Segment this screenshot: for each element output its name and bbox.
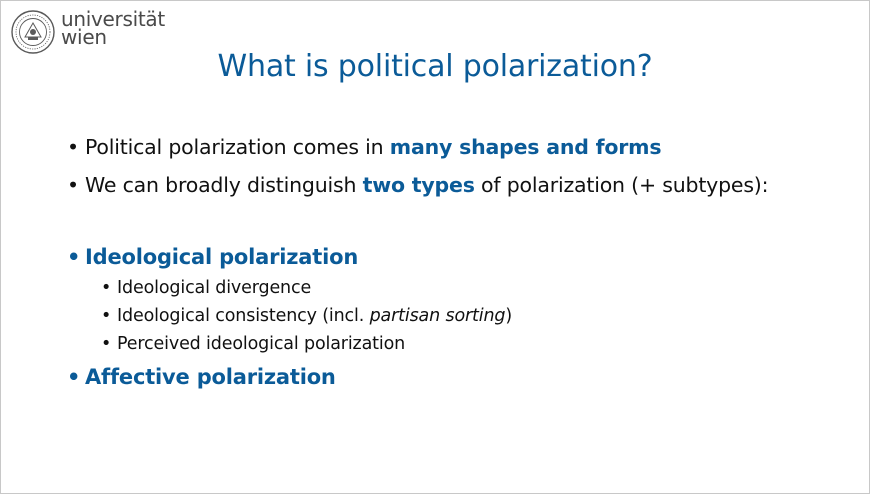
bullet-glyph: • [101, 278, 112, 298]
type-heading-affective: • Affective polarization [67, 365, 336, 389]
sub-bullet-emphasis: partisan sorting [369, 306, 506, 326]
bullet-glyph: • [67, 173, 79, 197]
bullet-item: • Political polarization comes in many sh… [67, 135, 662, 159]
bullet-highlight: many shapes and forms [389, 135, 662, 159]
bullet-text-post: of polarization (+ subtypes): [474, 173, 769, 197]
university-seal-logo [11, 10, 55, 54]
sub-bullet-text: Ideological consistency (incl. [117, 306, 370, 326]
sub-bullet-item: • Ideological consistency (incl. partisan… [101, 306, 512, 326]
sub-bullet-text-post: ) [505, 306, 513, 326]
bullet-glyph: • [101, 306, 112, 326]
wordmark-line1: universität [61, 7, 165, 31]
sub-bullet-item: • Ideological divergence [101, 278, 311, 298]
type-heading-text: Affective polarization [85, 365, 336, 389]
bullet-text: We can broadly distinguish [85, 173, 363, 197]
sub-bullet-item: • Perceived ideological polarization [101, 334, 405, 354]
type-heading-text: Ideological polarization [85, 245, 359, 269]
sub-bullet-text: Ideological divergence [117, 278, 312, 298]
type-heading-ideological: • Ideological polarization [67, 245, 358, 269]
bullet-highlight: two types [362, 173, 475, 197]
university-logo: universität wien [11, 7, 165, 54]
bullet-item: • We can broadly distinguish two types of… [67, 173, 769, 197]
university-wordmark: universität wien [61, 7, 165, 49]
bullet-glyph: • [67, 245, 81, 269]
bullet-glyph: • [67, 135, 79, 159]
bullet-text: Political polarization comes in [85, 135, 390, 159]
bullet-glyph: • [101, 334, 112, 354]
slide-title: What is political polarization? [217, 49, 653, 84]
wordmark-line2: wien [61, 25, 107, 49]
bullet-glyph: • [67, 365, 81, 389]
sub-bullet-text: Perceived ideological polarization [117, 334, 406, 354]
